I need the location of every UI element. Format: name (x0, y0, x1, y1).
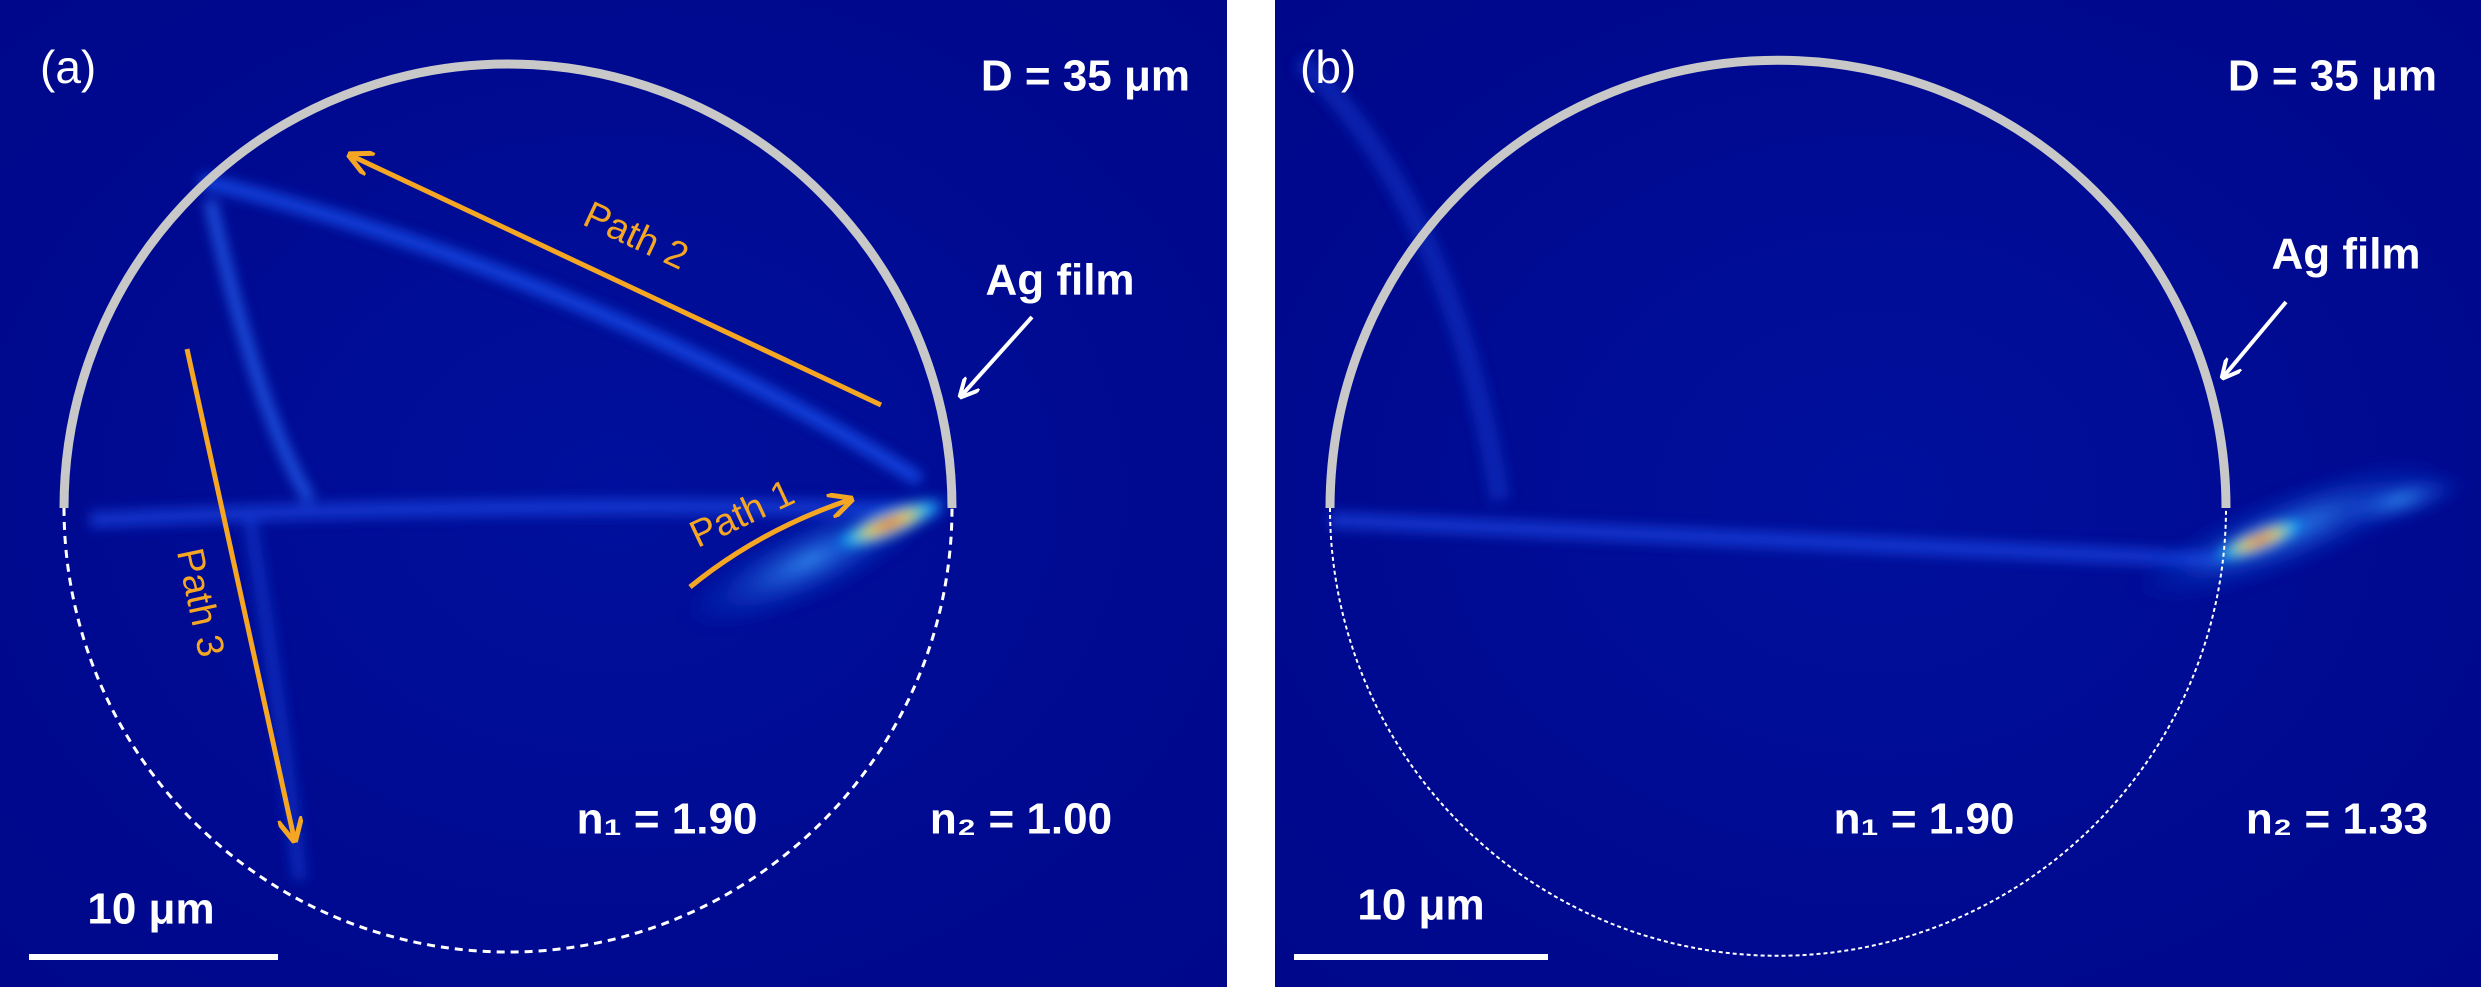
ag-film-arc (1325, 55, 2231, 509)
panel-label: (a) (40, 41, 96, 93)
field-pattern (1293, 52, 2468, 604)
panel-b: (b) D = 35 μm Ag film n₁ = 1.90 n₂ = 1.3… (1275, 0, 2481, 987)
path-arrow (184, 348, 294, 838)
path-arrow (688, 500, 849, 589)
film-arrow (2224, 300, 2288, 376)
diameter-label: D = 35 μm (2228, 52, 2437, 101)
field-pattern (89, 173, 955, 881)
n2-label: n₂ = 1.33 (2246, 795, 2428, 844)
n1-label: n₁ = 1.90 (577, 795, 758, 844)
ag-film-arc (59, 59, 957, 509)
interface-arc (1329, 507, 2227, 957)
scale-bar-label: 10 μm (87, 885, 214, 934)
field-background (0, 0, 1227, 987)
scale-bar-label: 10 μm (1357, 881, 1484, 930)
path-arrow (352, 156, 883, 408)
film-label: Ag film (2271, 230, 2420, 279)
film-label: Ag film (985, 256, 1134, 305)
film-arrow (962, 315, 1034, 395)
n1-label: n₁ = 1.90 (1834, 795, 2015, 844)
panel-label: (b) (1300, 41, 1356, 93)
diameter-label: D = 35 μm (981, 52, 1190, 101)
n2-label: n₂ = 1.00 (930, 795, 1112, 844)
panel-a: Path 1 Path 2 Path 3 (a) D = 35 μm Ag fi… (0, 0, 1227, 987)
